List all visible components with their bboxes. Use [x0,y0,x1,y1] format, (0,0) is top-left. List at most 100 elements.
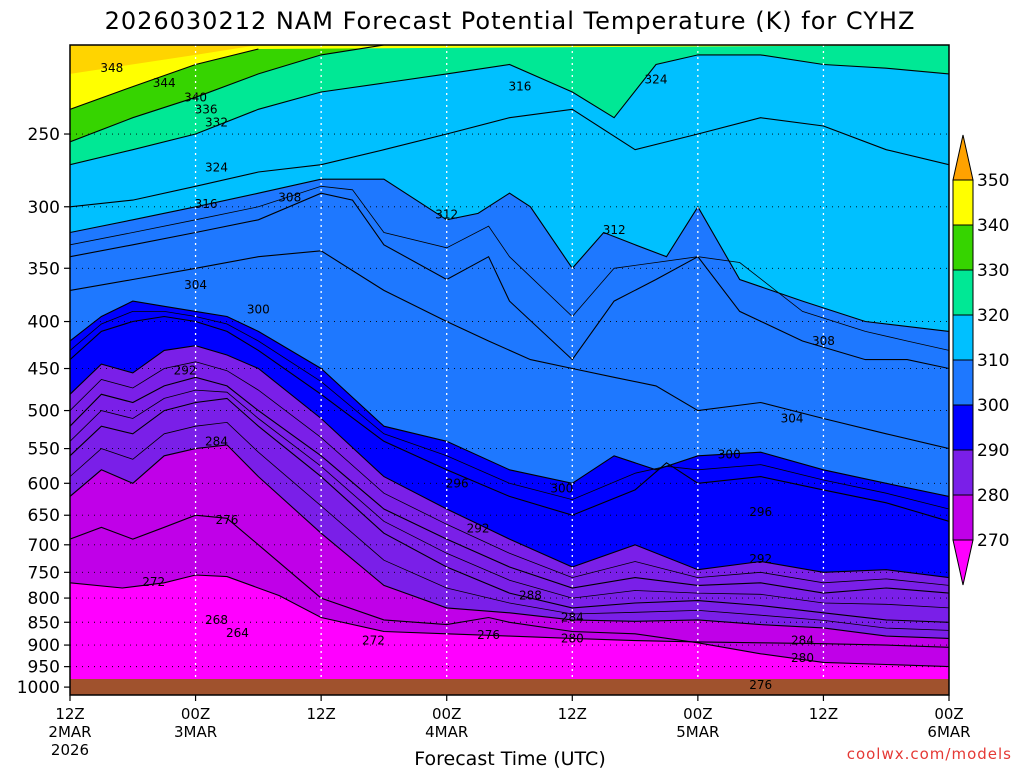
contour-line-mid-288 [70,361,949,586]
colorbar-top-arrow [952,134,974,181]
contour-line-284 [70,397,949,623]
y-tick-label: 450 [28,360,60,380]
contour-line-296 [70,315,949,522]
contour-label: 312 [603,223,626,237]
colorbar-segment [952,224,974,271]
x-tick-label: 00Z [683,705,712,723]
contour-label: 300 [550,482,573,496]
y-tick-label: 300 [28,198,60,218]
contour-label: 276 [477,628,500,642]
contour-line-288 [70,376,949,594]
y-tick-label: 400 [28,313,60,333]
ground-surface [70,679,949,695]
contour-label: 272 [362,634,385,648]
contour-label: 284 [791,634,814,648]
y-tick-label: 350 [28,259,60,279]
colorbar-label: 290 [977,441,1009,461]
contour-label: 292 [174,363,197,377]
colorbar-segment [952,314,974,361]
contour-label: 312 [435,208,458,222]
contour-line-332 [70,45,384,143]
contour-line-308 [70,192,949,370]
contour-line-mid-308 [70,185,949,351]
y-tick-label: 750 [28,563,60,583]
contour-line-276 [70,514,949,668]
colorbar-segment [952,179,974,226]
colorbar-segment [952,404,974,451]
plot-frame [69,44,950,696]
contour-label: 332 [205,116,228,130]
contour-label: 308 [278,190,301,204]
y-tick-label: 700 [28,536,60,556]
contour-label: 280 [561,631,584,645]
colorbar-label: 330 [977,261,1009,281]
x-tick-label: 12Z [306,705,335,723]
contour-line-340 [70,48,259,110]
band-above-348 [70,45,259,74]
contour-label: 292 [749,552,772,566]
contour-label: 288 [519,589,542,603]
contour-line-304 [70,250,949,450]
colorbar-label: 280 [977,486,1009,506]
y-tick-label: 650 [28,506,60,526]
color-bands [70,45,949,695]
colorbar-label: 340 [977,216,1009,236]
contour-label: 308 [812,334,835,348]
contour-label: 324 [205,161,228,175]
contour-line-mid-296 [70,311,949,510]
colorbar-segment [952,449,974,496]
colorbar-bottom-arrow [952,539,974,586]
contour-label: 304 [781,411,804,425]
contour-label: 300 [247,302,270,316]
colorbar-segment [952,359,974,406]
contour-label: 276 [749,678,772,692]
y-tick-label: 850 [28,613,60,633]
contour-label: 292 [467,522,490,536]
y-tick-label: 800 [28,589,60,609]
x-tick-date: 3MAR [174,723,217,741]
y-axis: 250 300 350 400 450 500 550 600 650 700 750 800 850 9… [17,125,70,698]
grid-lines [70,45,949,695]
contour-line-mid-284 [70,389,949,609]
contour-label: 284 [561,611,584,625]
colorbar-label: 310 [977,351,1009,371]
contour-line-mid-280 [70,421,949,631]
contour-label: 280 [791,651,814,665]
contour-label: 316 [195,197,218,211]
contour-line-280 [70,444,949,639]
colorbar-label: 320 [977,306,1009,326]
x-tick-label: 00Z [934,705,963,723]
contour-line-312 [70,178,949,332]
y-tick-label: 950 [28,658,60,678]
x-axis-label: Forecast Time (UTC) [414,748,605,768]
x-tick-date: 6MAR [927,723,970,741]
contour-label: 344 [153,76,176,90]
contour-label: 348 [100,61,123,75]
contour-label: 296 [749,505,772,519]
credit-text: coolwx.com/models [847,745,1012,763]
x-tick-label: 00Z [181,705,210,723]
contour-label: 264 [226,626,249,640]
band-above-324 [70,45,949,165]
contour-line-316 [70,108,949,208]
x-tick-label: 00Z [432,705,461,723]
x-tick-date: 4MAR [425,723,468,741]
y-tick-label: 900 [28,636,60,656]
x-tick-date: 2MAR [48,723,91,741]
colorbar-segment [952,494,974,541]
x-tick-label: 12Z [55,705,84,723]
contour-line-292 [70,345,949,579]
contour-label: 276 [216,513,239,527]
contour-label: 316 [509,80,532,94]
colorbar-label: 350 [977,171,1009,191]
y-tick-label: 500 [28,402,60,422]
contour-label: 268 [205,613,228,627]
contour-line-324 [70,54,949,166]
chart-title: 2026030212 NAM Forecast Potential Temper… [105,7,916,35]
x-tick-label: 12Z [809,705,838,723]
contour-lines [70,45,949,668]
